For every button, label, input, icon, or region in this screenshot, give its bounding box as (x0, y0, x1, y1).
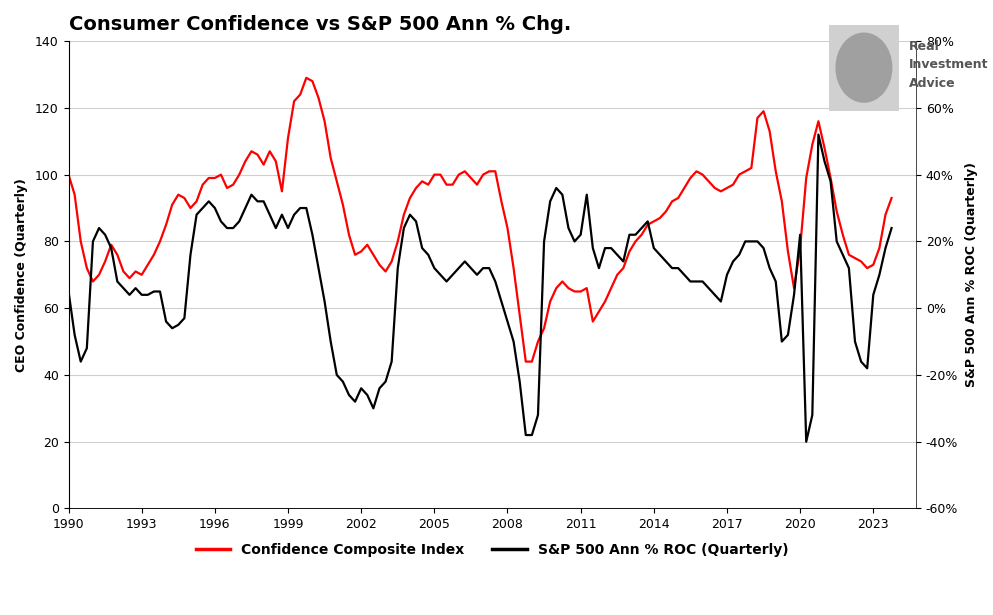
Text: Consumer Confidence vs S&P 500 Ann % Chg.: Consumer Confidence vs S&P 500 Ann % Chg… (69, 15, 571, 34)
Text: Real: Real (909, 40, 939, 53)
Y-axis label: S&P 500 Ann % ROC (Quarterly): S&P 500 Ann % ROC (Quarterly) (965, 162, 978, 387)
Text: Advice: Advice (909, 77, 955, 90)
Text: Investment: Investment (909, 58, 988, 71)
Legend: Confidence Composite Index, S&P 500 Ann % ROC (Quarterly): Confidence Composite Index, S&P 500 Ann … (190, 537, 794, 562)
Circle shape (836, 33, 892, 102)
Y-axis label: CEO Confidence (Quarterly): CEO Confidence (Quarterly) (15, 178, 28, 371)
